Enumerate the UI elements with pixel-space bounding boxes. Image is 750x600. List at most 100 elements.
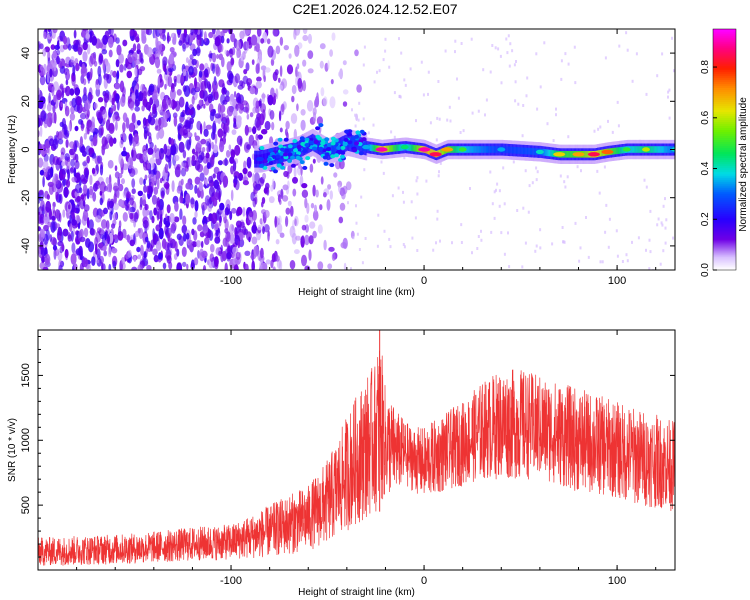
heatmap-cell <box>244 250 251 256</box>
heatmap-cell <box>467 146 470 153</box>
heatmap-cell <box>313 139 319 144</box>
heatmap-cell <box>329 96 336 109</box>
heatmap-cell <box>350 136 356 141</box>
colorbar-swatch <box>713 253 736 257</box>
heatmap-cell <box>221 250 227 262</box>
heatmap-cell <box>42 48 47 57</box>
heatmap-cell <box>183 85 191 97</box>
heatmap-cell <box>268 160 274 165</box>
heatmap-cell <box>153 254 159 263</box>
heatmap-cell <box>331 252 336 262</box>
colorbar-swatch <box>713 203 736 207</box>
heatmap-cell <box>299 160 305 165</box>
heatmap-cell <box>126 70 133 79</box>
heatmap-cell <box>280 147 285 152</box>
heatmap-cell <box>196 46 201 57</box>
heatmap-cell <box>483 146 486 153</box>
heatmap-cell <box>307 50 314 59</box>
heatmap-cell <box>152 248 158 256</box>
colorbar-swatch <box>713 181 736 185</box>
heatmap-cell <box>134 230 140 238</box>
heatmap-cell <box>291 146 294 156</box>
heatmap-cell <box>219 140 225 153</box>
heatmap-cell <box>657 146 659 153</box>
heatmap-cell <box>427 92 429 96</box>
heatmap-cell <box>232 246 239 255</box>
heatmap-cell <box>290 147 292 157</box>
heatmap-cell <box>121 178 125 185</box>
heatmap-cell <box>361 261 364 265</box>
heatmap-cell <box>295 235 301 241</box>
heatmap-cell <box>260 247 264 259</box>
heatmap-cell <box>72 64 76 77</box>
heatmap-cell <box>324 137 330 142</box>
heatmap-cell <box>569 151 571 158</box>
colorbar-swatch <box>713 111 736 114</box>
heatmap-cell <box>152 162 155 169</box>
heatmap-cell <box>275 154 280 159</box>
heatmap-cell <box>522 147 525 155</box>
heatmap-cell <box>586 151 589 158</box>
heatmap-cell <box>182 33 186 44</box>
heatmap-cell <box>515 147 518 154</box>
heatmap-cell <box>102 59 106 71</box>
heatmap-cell <box>211 131 216 141</box>
heatmap-cell <box>202 90 208 102</box>
heatmap-cell <box>40 110 47 122</box>
heatmap-cell <box>312 158 316 164</box>
heatmap-cell <box>195 240 201 248</box>
heatmap-cell <box>239 80 244 87</box>
heatmap-cell <box>309 163 314 173</box>
colorbar-swatch <box>713 77 736 80</box>
heatmap-cell <box>503 202 506 206</box>
y-tick-label: -20 <box>20 190 32 206</box>
heatmap-cell <box>69 214 72 222</box>
heatmap-cell <box>68 204 71 210</box>
heatmap-cell <box>460 42 463 45</box>
y-tick-label: -40 <box>20 238 32 254</box>
ridge-peak <box>535 149 544 155</box>
heatmap-cell <box>182 68 187 77</box>
heatmap-cell <box>167 242 170 250</box>
colorbar-swatch <box>713 151 736 155</box>
colorbar-tick-label: 0.8 <box>700 60 711 74</box>
heatmap-cell <box>125 61 129 67</box>
heatmap-cell <box>323 192 327 198</box>
heatmap-cell <box>131 266 138 270</box>
heatmap-cell <box>231 129 237 136</box>
heatmap-cell <box>99 164 104 176</box>
heatmap-cell <box>616 100 619 104</box>
heatmap-cell <box>77 44 84 53</box>
heatmap-cell <box>331 32 336 41</box>
heatmap-cell <box>319 60 324 69</box>
heatmap-cell <box>534 148 537 155</box>
heatmap-cell <box>301 224 307 231</box>
heatmap-cell <box>257 62 261 74</box>
colorbar-swatch <box>713 239 736 243</box>
heatmap-cell <box>107 235 111 244</box>
heatmap-cell <box>296 103 299 112</box>
heatmap-cell <box>378 69 381 73</box>
heatmap-cell <box>224 207 230 216</box>
heatmap-cell <box>256 34 261 44</box>
heatmap-cell <box>533 148 536 155</box>
heatmap-cell <box>215 63 220 75</box>
heatmap-cell <box>287 152 293 157</box>
heatmap-cell <box>498 189 501 193</box>
heatmap-cell <box>81 178 88 185</box>
heatmap-cell <box>102 34 108 46</box>
heatmap-cell <box>350 267 352 270</box>
heatmap-cell <box>44 140 51 150</box>
heatmap-cell <box>187 156 193 168</box>
heatmap-cell <box>420 60 423 64</box>
heatmap-cell <box>89 227 95 236</box>
heatmap-cell <box>50 44 56 50</box>
heatmap-cell <box>587 255 590 259</box>
heatmap-cell <box>62 44 68 50</box>
heatmap-cell <box>287 158 293 163</box>
heatmap-cell <box>202 223 209 234</box>
heatmap-cell <box>404 83 407 87</box>
heatmap-cell <box>355 204 357 208</box>
snr-frame <box>37 329 676 571</box>
heatmap-cell <box>511 49 514 53</box>
